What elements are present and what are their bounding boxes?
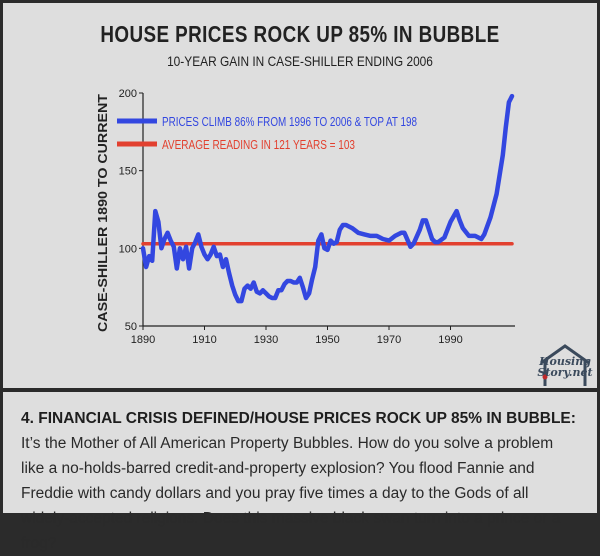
legend: PRICES CLIMB 86% FROM 1996 TO 2006 & TOP… [117, 114, 417, 152]
series-line-prices [140, 93, 515, 304]
x-tick-label: 1990 [438, 334, 462, 346]
y-tick-label: 100 [119, 243, 137, 255]
caption-text: 4. FINANCIAL CRISIS DEFINED/HOUSE PRICES… [21, 406, 579, 556]
x-tick-label: 1890 [131, 334, 155, 346]
chart-title: HOUSE PRICES ROCK UP 85% IN BUBBLE [100, 21, 500, 47]
svg-text:Housing: Housing [538, 355, 591, 368]
house-logo-icon: Housing Story.net [537, 344, 593, 386]
axes: 50 100 150 200 1890 1910 1930 1950 1970 1990 [119, 88, 515, 346]
chart-subtitle: 10-YEAR GAIN IN CASE-SHILLER ENDING 2006 [167, 53, 433, 69]
caption-lead: 4. FINANCIAL CRISIS DEFINED/HOUSE PRICES… [21, 410, 576, 427]
legend-label-prices: PRICES CLIMB 86% FROM 1996 TO 2006 & TOP… [162, 114, 417, 129]
y-tick-label: 150 [119, 166, 137, 178]
y-tick-label: 50 [125, 321, 137, 333]
housingstory-logo: Housing Story.net [535, 343, 595, 387]
x-tick-label: 1970 [377, 334, 401, 346]
y-tick-label: 200 [119, 88, 137, 100]
svg-text:Story.net: Story.net [537, 366, 592, 379]
x-tick-label: 1930 [254, 334, 278, 346]
series-lines [140, 93, 515, 304]
x-tick-label: 1950 [315, 334, 339, 346]
caption-body: It’s the Mother of All American Property… [21, 435, 561, 552]
y-axis-label: CASE-SHILLER 1890 TO CURRENT [95, 94, 110, 332]
section-divider [3, 388, 597, 392]
infographic-frame: HOUSE PRICES ROCK UP 85% IN BUBBLE 10-YE… [3, 3, 597, 552]
line-chart: 50 100 150 200 1890 1910 1930 1950 1970 1990 PRIC… [95, 88, 515, 346]
legend-label-average: AVERAGE READING IN 121 YEARS = 103 [162, 137, 355, 152]
x-tick-label: 1910 [192, 334, 216, 346]
